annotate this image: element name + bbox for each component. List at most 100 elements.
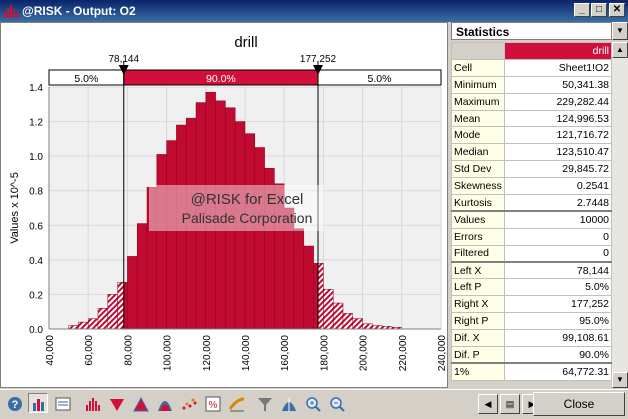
- y-tick-label: 1.0: [29, 152, 43, 163]
- y-tick-label: 0.6: [29, 221, 43, 232]
- close-button[interactable]: Close: [533, 392, 625, 416]
- stats-label: Right P: [451, 312, 505, 331]
- stats-label: Minimum: [451, 75, 505, 94]
- x-tick-label: 220,000: [398, 335, 409, 372]
- x-tick-label: 240,000: [437, 335, 447, 372]
- stats-row: Right P 95.0%: [451, 312, 613, 331]
- histogram-icon: [33, 399, 44, 411]
- percent-left-label: 5.0%: [74, 73, 98, 85]
- distribution-overlay-button[interactable]: [154, 393, 174, 413]
- fit-distribution-icon: [282, 398, 296, 411]
- histogram-type-icon: [86, 398, 100, 411]
- x-tick-label: 60,000: [84, 335, 95, 366]
- fit-distribution-button[interactable]: [278, 393, 298, 413]
- output-list-button[interactable]: ▤: [500, 394, 520, 414]
- stats-row: 1% 64,772.31: [451, 362, 613, 381]
- stats-value: 99,108.61: [503, 329, 613, 348]
- bottom-toolbar: ?% ◀ ▤ ▶ Close: [0, 389, 628, 419]
- stats-value: 0: [503, 227, 613, 246]
- histogram-button[interactable]: [28, 393, 48, 413]
- stats-row: Dif. P 90.0%: [451, 346, 613, 364]
- stats-label: Dif. P: [451, 346, 505, 364]
- percentile-button[interactable]: %: [202, 393, 222, 413]
- distribution-overlay-icon: [158, 401, 172, 411]
- x-tick-label: 140,000: [241, 335, 252, 372]
- watermark-line2: Palisade Corporation: [182, 210, 313, 226]
- stats-row: Filtered 0: [451, 244, 613, 263]
- histogram-bar: [156, 154, 167, 330]
- x-tick-label: 120,000: [202, 335, 213, 372]
- minimize-button[interactable]: _: [574, 3, 590, 17]
- zoom-in-button[interactable]: [302, 393, 322, 413]
- y-axis-label: Values x 10^-5: [9, 172, 21, 244]
- stats-label: Values: [451, 210, 505, 229]
- watermark-background: [149, 185, 324, 231]
- stats-label: Kurtosis: [451, 194, 505, 212]
- stats-value: 95.0%: [503, 312, 613, 331]
- maximize-button[interactable]: □: [591, 3, 607, 17]
- stats-label: 1%: [451, 362, 505, 381]
- statistics-dropdown[interactable]: Statistics: [451, 22, 612, 40]
- help-button[interactable]: ?: [4, 393, 24, 413]
- stats-row: Left X 78,144: [451, 261, 613, 280]
- filter-button[interactable]: [254, 393, 274, 413]
- scroll-up-icon[interactable]: ▲: [612, 42, 628, 58]
- histogram-chart: drill 78,144 177,252 5.0% 90.0% 5.0% @RISK …: [9, 34, 447, 372]
- histogram-bar: [107, 294, 118, 330]
- vertical-scrollbar[interactable]: ▲ ▼: [612, 42, 628, 388]
- stats-value: 5.0%: [503, 278, 613, 297]
- cumulative-ascending-button[interactable]: [106, 393, 126, 413]
- histogram-type-button[interactable]: [82, 393, 102, 413]
- stats-label: Mean: [451, 109, 505, 128]
- zoom-in-icon: [306, 397, 321, 412]
- histogram-bar: [127, 256, 138, 330]
- scatter-button[interactable]: [178, 393, 198, 413]
- stats-value: 50,341.38: [503, 75, 613, 94]
- stats-label: Cell: [451, 58, 505, 77]
- stats-value: 177,252: [503, 295, 613, 314]
- stats-label: Right X: [451, 295, 505, 314]
- cumulative-descending-button[interactable]: [130, 393, 150, 413]
- zoom-out-button[interactable]: [326, 393, 346, 413]
- left-delimiter-value: 78,144: [108, 54, 139, 65]
- stats-row: Left P 5.0%: [451, 278, 613, 297]
- histogram-bar: [97, 308, 109, 330]
- tornado-button[interactable]: [226, 393, 246, 413]
- stats-value: 29,845.72: [503, 160, 613, 179]
- stats-value: 0: [503, 244, 613, 263]
- x-tick-label: 180,000: [319, 335, 330, 372]
- percent-middle-label: 90.0%: [206, 73, 236, 85]
- cumulative-ascending-icon: [110, 399, 124, 411]
- histogram-bar: [342, 313, 354, 330]
- stats-row: Maximum 229,282.44: [451, 92, 613, 111]
- dropdown-arrow-icon[interactable]: ▼: [612, 22, 628, 40]
- y-tick-label: 0.4: [29, 256, 43, 267]
- stats-value: 64,772.31: [503, 362, 613, 381]
- stats-value: 123,510.47: [503, 143, 613, 162]
- histogram-bar: [166, 140, 177, 330]
- histogram-bar: [352, 318, 363, 330]
- close-window-button[interactable]: ✕: [609, 3, 625, 17]
- histogram-bar: [68, 325, 79, 330]
- stats-row: Errors 0: [451, 227, 613, 246]
- histogram-bar: [317, 263, 324, 330]
- stats-value: 90.0%: [503, 346, 613, 364]
- scroll-down-icon[interactable]: ▼: [612, 372, 628, 388]
- stats-row: Median 123,510.47: [451, 143, 613, 162]
- histogram-bar: [323, 288, 334, 330]
- x-tick-label: 160,000: [280, 335, 291, 372]
- stats-row: Dif. X 99,108.61: [451, 329, 613, 348]
- risk-app-icon: [4, 5, 18, 18]
- scatter-icon: [182, 398, 197, 410]
- x-tick-label: 200,000: [359, 335, 370, 372]
- graph-format-button[interactable]: [52, 393, 72, 413]
- stats-value: 10000: [503, 210, 613, 229]
- stats-row: Kurtosis 2.7448: [451, 194, 613, 212]
- stats-row: Mean 124,996.53: [451, 109, 613, 128]
- stats-value: 78,144: [503, 261, 613, 280]
- previous-output-button[interactable]: ◀: [478, 394, 498, 414]
- histogram-bar: [313, 263, 319, 330]
- svg-text:%: %: [209, 400, 218, 411]
- stats-row: Std Dev 29,845.72: [451, 160, 613, 179]
